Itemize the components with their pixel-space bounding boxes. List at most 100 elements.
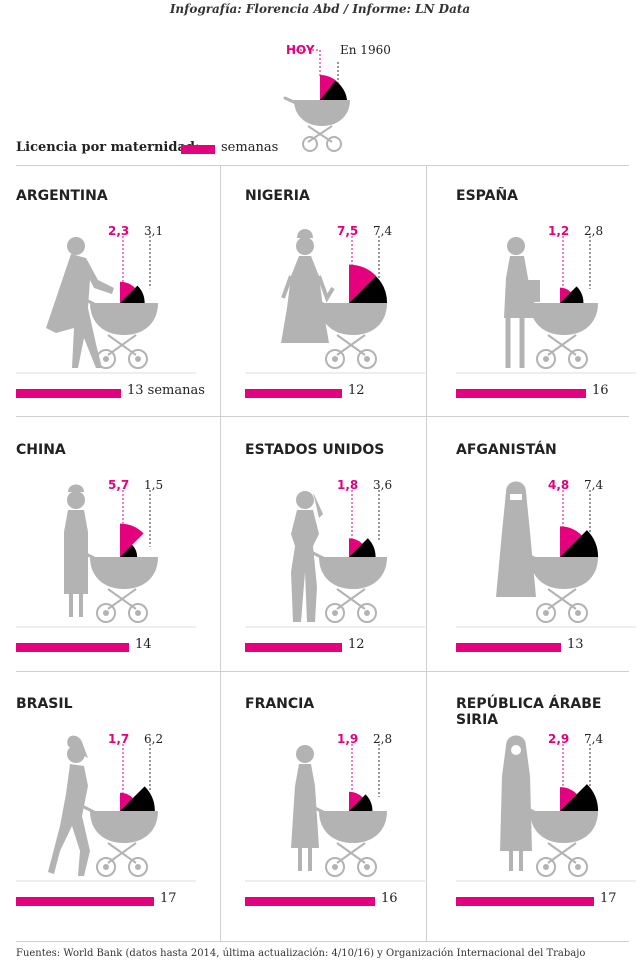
chart-data-label-weeks: 17: [160, 891, 177, 906]
source-note: Fuentes: World Bank (datos hasta 2014, ú…: [16, 948, 586, 959]
chart-mark-weeks-bar: [245, 897, 375, 906]
chart-data-label-now: 1,2: [548, 224, 570, 238]
stroller-icon: [80, 744, 158, 877]
chart-data-label-then: 7,4: [584, 478, 604, 492]
woman-veil-icon: [496, 481, 536, 597]
chart-data-label-then: 3,1: [144, 224, 164, 238]
chart-data-label-weeks: 12: [348, 637, 365, 652]
woman-leaning-icon: [46, 237, 114, 368]
chart-mark-weeks-bar: [456, 389, 586, 398]
stroller-icon: [520, 490, 599, 623]
legend-stroller-icon: HOY En 1960: [283, 43, 391, 152]
chart-mark-then-wedge: [349, 538, 376, 557]
chart-data-label-weeks: 12: [348, 383, 365, 398]
country-panel: FRANCIA 1,9 2,8 16: [245, 676, 455, 930]
country-name: REPÚBLICA ÁRABE SIRIA: [456, 696, 602, 728]
chart-mark-now-wedge: [120, 792, 133, 811]
chart-data-label-now: 1,9: [337, 732, 359, 746]
country-illustration: [456, 236, 636, 374]
woman-bag-icon: [504, 237, 540, 368]
country-illustration: [245, 229, 425, 374]
chart-mark-then-wedge: [120, 786, 155, 811]
chart-data-label-now: 5,7: [108, 478, 130, 492]
country-illustration: [245, 744, 425, 882]
woman-qipao-icon: [64, 484, 88, 617]
chart-data-label-now: 2,3: [108, 224, 130, 238]
chart-data-label-now: 1,8: [337, 478, 359, 492]
chart-data-label-now: 4,8: [548, 478, 570, 492]
chart-mark-weeks-bar: [16, 643, 129, 652]
chart-data-label-then: 7,4: [584, 732, 604, 746]
chart-mark-weeks-bar: [245, 643, 342, 652]
rule-top: [16, 165, 629, 166]
chart-data-label-then: 3,6: [373, 478, 393, 492]
chart-mark-weeks-bar: [456, 897, 594, 906]
country-panel: ARGENTINA 2,3 3,1 13 semanas: [16, 168, 226, 422]
chart-data-label-weeks: 14: [135, 637, 152, 652]
chart-data-label-weeks: 16: [381, 891, 398, 906]
stroller-icon: [80, 490, 158, 623]
chart-data-label-now: 7,5: [337, 224, 359, 238]
country-illustration: [16, 735, 196, 882]
chart-mark-then-wedge: [120, 544, 138, 557]
chart-data-label-now: 1,7: [108, 732, 130, 746]
chart-mark-then-wedge: [120, 285, 145, 303]
chart-mark-now-wedge: [349, 791, 363, 811]
country-illustration: [456, 481, 636, 628]
stroller-icon: [520, 236, 598, 369]
legend-then-label: En 1960: [340, 43, 391, 57]
chart-mark-weeks-bar: [245, 389, 342, 398]
chart-mark-now-wedge: [560, 287, 571, 303]
country-name: FRANCIA: [245, 696, 315, 712]
country-name: NIGERIA: [245, 188, 310, 204]
rule-col1: [220, 165, 221, 941]
chart-mark-now-wedge: [560, 787, 577, 811]
chart-data-label-then: 2,8: [373, 732, 393, 746]
chart-mark-then-wedge: [560, 784, 599, 811]
credit-line: Infografía: Florencia Abd / Informe: LN …: [169, 2, 471, 16]
stroller-icon: [80, 236, 158, 369]
country-illustration: [16, 484, 196, 628]
woman-dress-icon: [281, 229, 335, 343]
country-name: CHINA: [16, 442, 66, 458]
stroller-icon: [309, 744, 387, 877]
chart-data-label-then: 2,8: [584, 224, 604, 238]
chart-data-label-weeks: 13: [567, 637, 584, 652]
country-panel: AFGANISTÁN 4,8 7,4 13: [456, 422, 640, 676]
chart-mark-then-wedge: [560, 286, 584, 303]
rule-bottom: [16, 941, 629, 942]
legend-now-label: HOY: [286, 43, 315, 57]
chart-mark-now-wedge: [120, 523, 144, 557]
country-panel: BRASIL 1,7 6,2 17: [16, 676, 226, 930]
chart-data-label-weeks: 17: [600, 891, 617, 906]
country-panel: REPÚBLICA ÁRABE SIRIA 2,9 7,4 17: [456, 676, 640, 930]
country-panel: NIGERIA 7,5 7,4 12: [245, 168, 455, 422]
chart-data-label-weeks: 16: [592, 383, 609, 398]
maternity-leave-label: Licencia por maternidad:: [16, 140, 200, 155]
country-panel: ESTADOS UNIDOS 1,8 3,6 12: [245, 422, 455, 676]
chart-data-label-now: 2,9: [548, 732, 570, 746]
chart-mark-now-wedge: [349, 538, 363, 557]
country-name: ESTADOS UNIDOS: [245, 442, 385, 458]
woman-skirt-icon: [291, 745, 319, 871]
chart-mark-now-wedge: [560, 526, 582, 557]
country-illustration: [245, 490, 425, 628]
legend-weeks-unit: semanas: [221, 140, 279, 155]
rule-col2: [426, 165, 427, 941]
woman-walking-icon: [48, 735, 90, 876]
stroller-icon: [520, 744, 599, 877]
country-name: BRASIL: [16, 696, 73, 712]
chart-mark-weeks-bar: [16, 389, 121, 398]
chart-mark-now-wedge: [349, 264, 377, 303]
rule-row2: [16, 671, 629, 672]
chart-mark-then-wedge: [560, 530, 599, 557]
country-name: AFGANISTÁN: [456, 442, 557, 458]
woman-hijab-icon: [500, 735, 532, 871]
chart-mark-then-wedge: [349, 276, 388, 303]
chart-data-label-then: 1,5: [144, 478, 164, 492]
country-illustration: [16, 236, 196, 374]
chart-data-label-weeks: 13 semanas: [127, 383, 205, 398]
chart-mark-then-wedge: [349, 794, 373, 811]
country-name: ARGENTINA: [16, 188, 108, 204]
chart-data-label-then: 6,2: [144, 732, 164, 746]
